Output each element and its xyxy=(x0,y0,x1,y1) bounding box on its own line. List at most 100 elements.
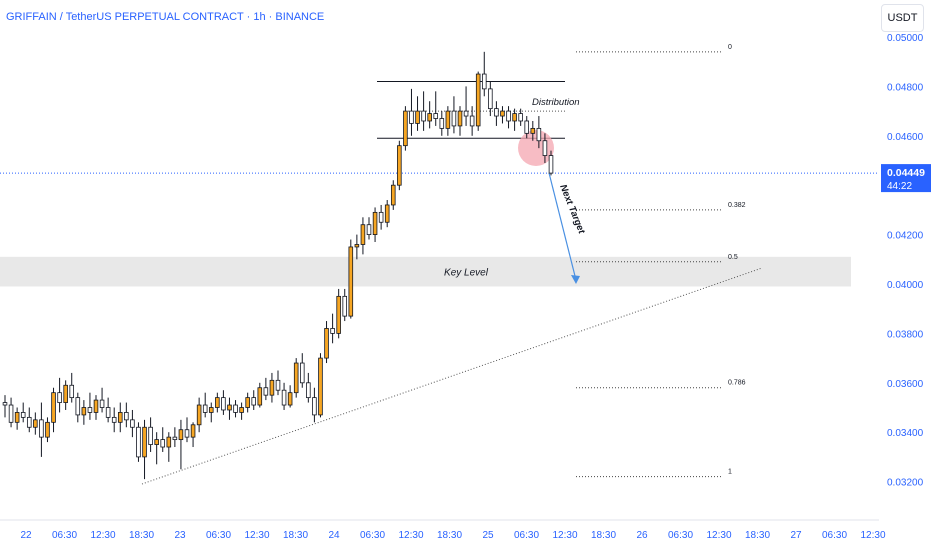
candle-body xyxy=(348,246,354,317)
candle-body xyxy=(239,407,244,413)
breakdown-highlight-circle xyxy=(518,130,554,166)
candle xyxy=(45,417,50,443)
time-tick-label: 12:30 xyxy=(552,530,577,541)
candle-body xyxy=(20,412,26,418)
candle-body xyxy=(166,436,172,448)
candle xyxy=(239,402,244,420)
price-tick-label: 0.03600 xyxy=(887,379,924,390)
distribution-label: Distribution xyxy=(532,97,580,108)
next-target-arrowhead xyxy=(571,275,580,284)
time-tick-label: 12:30 xyxy=(706,530,731,541)
candle xyxy=(51,387,56,433)
candle xyxy=(105,397,111,423)
candle-body xyxy=(451,110,457,127)
candle-body xyxy=(202,404,208,413)
candle xyxy=(451,96,457,134)
key-level-zone xyxy=(0,256,851,287)
candle xyxy=(536,116,542,149)
candle xyxy=(360,217,366,255)
time-tick-label: 23 xyxy=(174,530,186,541)
candle xyxy=(142,419,147,480)
candle xyxy=(348,239,354,319)
candle-body xyxy=(488,88,493,110)
price-tick-label: 0.03200 xyxy=(887,478,924,489)
candle xyxy=(318,353,323,418)
time-tick-label: 12:30 xyxy=(244,530,269,541)
time-tick-label: 12:30 xyxy=(860,530,885,541)
candle xyxy=(324,321,329,364)
candle-body xyxy=(196,404,202,426)
candle xyxy=(281,382,287,410)
candle xyxy=(69,372,75,403)
candle-body xyxy=(178,429,184,441)
price-tick-label: 0.05000 xyxy=(887,33,924,44)
candle xyxy=(257,382,263,408)
unit-selector-icon[interactable]: USDT xyxy=(881,4,924,32)
price-tick-label: 0.04000 xyxy=(887,280,924,291)
candle xyxy=(390,180,396,210)
time-tick-label: 06:30 xyxy=(206,530,231,541)
candle xyxy=(227,397,232,420)
time-tick-label: 06:30 xyxy=(514,530,539,541)
price-tick-label: 0.04200 xyxy=(887,231,924,242)
candle-body xyxy=(8,404,14,423)
candle xyxy=(202,392,208,418)
ascending-trendline xyxy=(141,267,763,485)
candle-body xyxy=(184,429,190,438)
candle xyxy=(421,91,426,131)
candle-body xyxy=(99,399,105,408)
candle-body xyxy=(45,421,50,438)
candle xyxy=(245,392,250,413)
time-tick-label: 22 xyxy=(20,530,32,541)
candle xyxy=(221,390,226,415)
candle-body xyxy=(475,73,481,127)
candle-body xyxy=(548,155,554,174)
price-unit-label: USDT xyxy=(887,12,918,24)
candle xyxy=(548,150,554,176)
candle xyxy=(384,200,390,228)
candle xyxy=(439,111,445,136)
candle xyxy=(275,370,281,396)
candle-body xyxy=(536,127,542,142)
time-tick-label: 06:30 xyxy=(360,530,385,541)
time-tick-label: 06:30 xyxy=(822,530,847,541)
candle-body xyxy=(154,439,159,445)
candle xyxy=(415,96,420,131)
candle xyxy=(99,387,105,413)
candle xyxy=(366,217,372,240)
candle xyxy=(372,207,378,243)
time-tick-label: 25 xyxy=(482,530,494,541)
candle xyxy=(457,106,463,136)
candle xyxy=(233,400,238,418)
candle xyxy=(57,377,62,413)
time-tick-label: 26 xyxy=(636,530,648,541)
candle-body xyxy=(481,73,487,90)
candle-body xyxy=(312,397,317,416)
candle xyxy=(330,313,335,344)
candle-body xyxy=(136,426,141,458)
candle-body xyxy=(336,295,341,334)
candle xyxy=(427,101,432,129)
candle-body xyxy=(421,110,426,122)
candle xyxy=(154,432,159,465)
candle-body xyxy=(469,115,475,127)
candle-body xyxy=(457,110,463,127)
candle-body xyxy=(257,387,263,406)
candle xyxy=(136,422,141,462)
time-tick-label: 27 xyxy=(790,530,802,541)
current-price-label: 0.04449 xyxy=(887,167,925,179)
candle xyxy=(263,377,269,401)
candle xyxy=(530,120,536,141)
candle xyxy=(500,106,505,124)
candle-body xyxy=(26,416,32,428)
candle-body xyxy=(69,384,75,399)
candle-body xyxy=(330,328,335,334)
candle-body xyxy=(81,407,87,416)
candle-body xyxy=(324,328,329,359)
candle-body xyxy=(275,379,281,391)
candle-body xyxy=(208,407,214,413)
candle-body xyxy=(51,392,56,423)
candle-body xyxy=(117,412,123,423)
candle-body xyxy=(306,382,311,399)
